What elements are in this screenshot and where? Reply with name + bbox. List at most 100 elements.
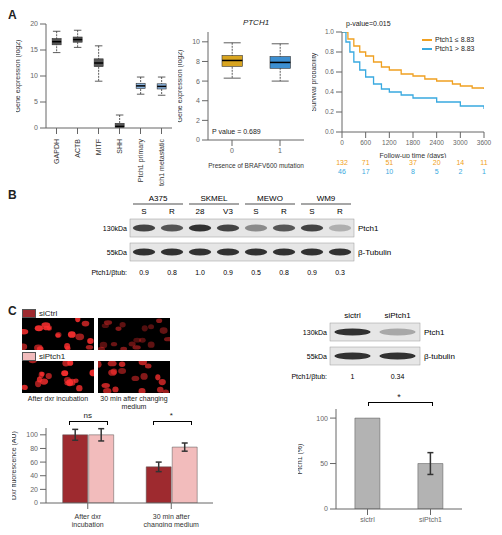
svg-text:1.0: 1.0 — [195, 269, 205, 276]
svg-text:8: 8 — [196, 58, 200, 65]
html-text:71: 71 — [361, 159, 370, 166]
svg-text:0.8: 0.8 — [167, 269, 177, 276]
svg-text:GAPDH: GAPDH — [53, 139, 60, 164]
svg-text:MITF: MITF — [95, 139, 102, 155]
svg-text:0.2: 0.2 — [325, 108, 334, 115]
svg-text:SHH: SHH — [116, 139, 123, 154]
svg-text:3600: 3600 — [477, 139, 492, 146]
svg-text:Survival probability: Survival probability — [312, 52, 318, 111]
svg-text:0: 0 — [34, 499, 38, 506]
svg-text:sictrl: sictrl — [360, 516, 375, 523]
svg-text:0: 0 — [230, 147, 234, 154]
html-text:p-value=0.015: p-value=0.015 — [346, 20, 391, 27]
svg-text:100: 100 — [26, 431, 38, 438]
svg-text:2400: 2400 — [429, 139, 444, 146]
html-text:30 min after changing medium: 30 min after changing medium — [100, 395, 168, 410]
svg-text:Follow-up time (days): Follow-up time (days) — [380, 152, 447, 158]
svg-text:6: 6 — [196, 78, 200, 85]
html-text:Ptch1 > 8.83: Ptch1 > 8.83 — [435, 45, 475, 52]
svg-text:1800: 1800 — [406, 139, 421, 146]
svg-text:Ptch1: Ptch1 — [424, 328, 445, 337]
svg-text:S: S — [253, 207, 258, 216]
html-text:132: 132 — [336, 159, 348, 166]
svg-text:β-Tubulin: β-Tubulin — [358, 248, 391, 257]
html-text:siCtrl: siCtrl — [39, 308, 58, 318]
html-text:B: B — [8, 188, 17, 202]
svg-text:Ptch1 primary: Ptch1 primary — [137, 139, 145, 183]
svg-text:siPtch1: siPtch1 — [384, 311, 411, 320]
svg-text:0.0: 0.0 — [325, 128, 334, 135]
svg-text:Ptch1/βtub:: Ptch1/βtub: — [91, 269, 127, 277]
html-text:C: C — [8, 304, 17, 318]
svg-text:55kDa: 55kDa — [107, 249, 127, 256]
svg-text:50: 50 — [320, 460, 328, 467]
svg-text:Dxr fluorescence (AU): Dxr fluorescence (AU) — [12, 431, 18, 500]
svg-text:Ptch1: Ptch1 — [358, 224, 379, 233]
svg-text:130kDa: 130kDa — [303, 329, 327, 336]
svg-text:R: R — [337, 207, 343, 216]
svg-text:55kDa: 55kDa — [307, 353, 327, 360]
svg-text:130kDa: 130kDa — [103, 225, 127, 232]
svg-text:1200: 1200 — [382, 139, 397, 146]
svg-text:0.8: 0.8 — [279, 269, 289, 276]
svg-text:S: S — [141, 207, 146, 216]
svg-text:1.0: 1.0 — [325, 28, 334, 35]
svg-text:S: S — [309, 207, 314, 216]
svg-text:30 min afterchanging medium: 30 min afterchanging medium — [144, 513, 199, 527]
svg-text:10: 10 — [30, 72, 38, 79]
svg-text:WM9: WM9 — [317, 194, 336, 203]
svg-text:V3: V3 — [223, 207, 233, 216]
svg-text:2: 2 — [196, 117, 200, 124]
svg-text:5: 5 — [34, 98, 38, 105]
svg-text:R: R — [169, 207, 175, 216]
svg-text:0.6: 0.6 — [325, 68, 334, 75]
svg-text:0.5: 0.5 — [251, 269, 261, 276]
svg-text:20: 20 — [30, 486, 38, 493]
svg-text:0.9: 0.9 — [223, 269, 233, 276]
svg-text:1: 1 — [278, 147, 282, 154]
html-text:P value = 0.689: P value = 0.689 — [212, 128, 261, 135]
svg-text:0.9: 0.9 — [307, 269, 317, 276]
svg-text:siPtch1: siPtch1 — [419, 516, 442, 523]
svg-text:ACTB: ACTB — [74, 139, 81, 158]
svg-text:15: 15 — [30, 46, 38, 53]
svg-text:sictrl: sictrl — [344, 311, 361, 320]
svg-text:0.4: 0.4 — [325, 88, 334, 95]
html-text:siPtch1: siPtch1 — [39, 351, 66, 361]
html-text:PTCH1: PTCH1 — [242, 18, 270, 27]
svg-text:3000: 3000 — [453, 139, 468, 146]
svg-text:28: 28 — [196, 207, 205, 216]
svg-text:Ptch1/βtub:: Ptch1/βtub: — [291, 373, 327, 381]
svg-text:80: 80 — [30, 445, 38, 452]
svg-text:0.3: 0.3 — [335, 269, 345, 276]
svg-text:R: R — [281, 207, 287, 216]
svg-text:SKMEL: SKMEL — [200, 194, 228, 203]
svg-text:0: 0 — [340, 139, 344, 146]
svg-text:β-tubulin: β-tubulin — [424, 352, 455, 361]
svg-text:0.9: 0.9 — [139, 269, 149, 276]
svg-text:Presence of BRAFV600 mutation: Presence of BRAFV600 mutation — [208, 162, 304, 168]
svg-text:0.8: 0.8 — [325, 48, 334, 55]
svg-text:0.34: 0.34 — [391, 373, 405, 380]
svg-text:60: 60 — [30, 459, 38, 466]
svg-text:0: 0 — [196, 136, 200, 143]
svg-text:10: 10 — [192, 38, 200, 45]
svg-text:A375: A375 — [149, 194, 168, 203]
svg-text:0: 0 — [324, 505, 328, 512]
svg-text:1: 1 — [351, 373, 355, 380]
svg-text:0: 0 — [34, 124, 38, 131]
svg-text:Gene expression (log2): Gene expression (log2) — [178, 50, 184, 123]
svg-text:Gene expression (log2): Gene expression (log2) — [16, 40, 22, 113]
svg-text:100: 100 — [316, 415, 328, 422]
svg-text:After dxrincubation: After dxrincubation — [72, 513, 104, 527]
svg-text:Ptch1 metastatic: Ptch1 metastatic — [158, 139, 165, 186]
svg-text:20: 20 — [30, 20, 38, 27]
svg-text:4: 4 — [196, 97, 200, 104]
html-text:Ptch1 ≤ 8.83: Ptch1 ≤ 8.83 — [435, 36, 475, 43]
svg-text:Ptch1 (%): Ptch1 (%) — [298, 444, 304, 475]
svg-text:MEWO: MEWO — [257, 194, 283, 203]
svg-text:600: 600 — [360, 139, 371, 146]
html-text:A: A — [8, 8, 17, 22]
html-text:ns: ns — [83, 411, 92, 420]
svg-text:40: 40 — [30, 472, 38, 479]
